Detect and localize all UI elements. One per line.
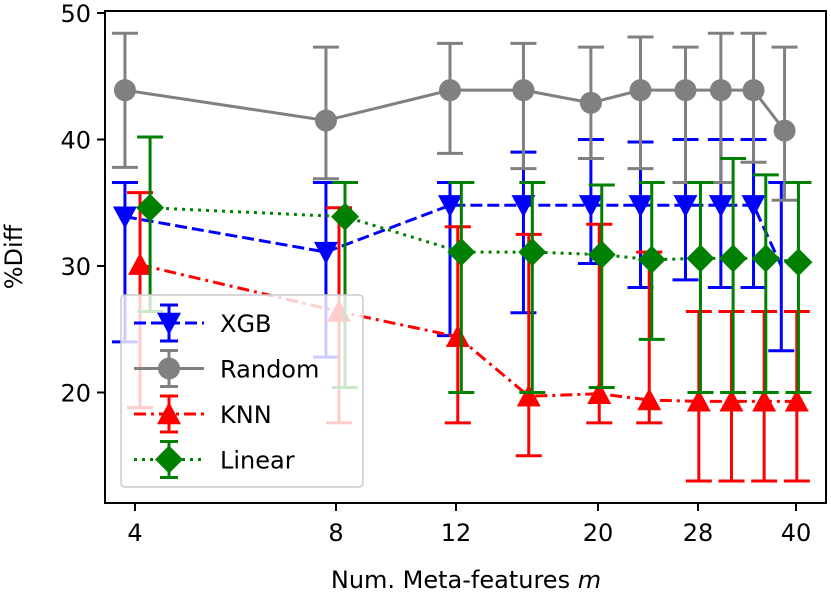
x-tick-label-4: 4	[127, 519, 142, 547]
linear-point-7	[719, 244, 748, 273]
knn-point-7	[719, 389, 744, 412]
legend-label-linear: Linear	[220, 447, 295, 475]
knn-point-2	[445, 324, 470, 348]
knn-point-9	[784, 389, 809, 412]
linear-point-5	[637, 245, 666, 274]
knn-point-5	[637, 388, 662, 411]
xgb-line	[124, 203, 783, 267]
x-axis-label: Num. Meta-features m	[331, 566, 601, 594]
random-point-5	[629, 79, 652, 102]
xgb-point-2	[438, 195, 462, 218]
linear-point-0	[136, 193, 165, 222]
legend-label-knn: KNN	[220, 401, 272, 429]
knn-point-8	[752, 389, 777, 412]
random-errorbar-6	[672, 45, 699, 185]
x-tick-label-40: 40	[781, 519, 812, 547]
random-point-2	[439, 79, 461, 102]
legend-entry-random: Random	[134, 349, 319, 388]
legend-label-random: Random	[220, 356, 319, 384]
series-linear	[136, 135, 813, 394]
random-point-0	[113, 79, 136, 102]
linear-errorbar-7	[720, 156, 747, 394]
random-point-7	[709, 79, 732, 102]
xgb-point-1	[313, 241, 338, 265]
legend-marker-knn	[157, 402, 181, 425]
linear-point-2	[447, 238, 476, 267]
linear-point-3	[518, 238, 547, 267]
xgb-point-5	[628, 195, 653, 218]
xgb-point-4	[578, 195, 603, 218]
x-tick-label-20: 20	[583, 519, 614, 547]
linear-point-9	[784, 248, 813, 277]
y-tick-label-30: 30	[60, 253, 91, 281]
axes: 4 8 12 20 28 40 20 30 40 50	[60, 0, 827, 547]
legend-marker-xgb	[157, 312, 181, 335]
xgb-point-8	[741, 195, 766, 218]
linear-errorbar-6	[687, 181, 714, 394]
knn-point-4	[587, 381, 612, 404]
x-tick-label-12: 12	[441, 519, 472, 547]
xgb-point-6	[673, 195, 698, 218]
random-point-9	[773, 119, 796, 142]
legend-marker-random	[158, 357, 180, 380]
legend-label-xgb: XGB	[220, 310, 272, 338]
series-xgb	[111, 138, 795, 359]
linear-errorbar-2	[448, 181, 475, 394]
linear-line	[150, 206, 799, 264]
linear-point-1	[331, 202, 359, 231]
legend-marker-linear	[155, 445, 183, 474]
legend-entry-xgb: XGB	[134, 303, 272, 343]
linear-errorbar-8	[752, 173, 779, 394]
y-tick-label-50: 50	[60, 0, 91, 28]
knn-point-6	[686, 389, 711, 412]
legend-box	[120, 294, 364, 488]
xgb-point-0	[112, 206, 137, 229]
random-point-3	[512, 79, 535, 102]
x-tick-label-28: 28	[683, 519, 714, 547]
linear-errorbar-4	[588, 183, 615, 389]
random-errorbar-5	[627, 35, 654, 171]
knn-point-3	[516, 384, 541, 407]
y-axis-label: %Diff	[0, 224, 28, 289]
random-point-6	[674, 79, 697, 102]
random-point-1	[314, 109, 337, 132]
series-random	[111, 31, 798, 202]
y-tick-label-20: 20	[60, 380, 91, 408]
legend-entry-linear: Linear	[134, 440, 295, 479]
random-point-4	[579, 91, 602, 114]
random-errorbar-7	[707, 31, 734, 185]
axes-frame	[104, 10, 827, 504]
random-errorbar-3	[510, 41, 537, 171]
xgb-point-7	[708, 195, 733, 218]
knn-point-0	[128, 252, 153, 275]
knn-errorbar-3	[515, 232, 542, 458]
linear-point-8	[751, 244, 780, 273]
random-point-8	[742, 79, 765, 102]
x-tick-label-8: 8	[328, 519, 343, 547]
linear-point-4	[587, 240, 616, 269]
y-tick-label-40: 40	[60, 127, 91, 155]
linear-errorbar-3	[519, 181, 546, 394]
legend-entry-knn: KNN	[134, 394, 272, 434]
linear-errorbar-9	[785, 181, 812, 394]
random-line	[124, 88, 786, 132]
legend: XGB Random KNN Linear	[120, 294, 364, 488]
xgb-point-3	[511, 195, 536, 218]
linear-point-6	[686, 244, 715, 273]
